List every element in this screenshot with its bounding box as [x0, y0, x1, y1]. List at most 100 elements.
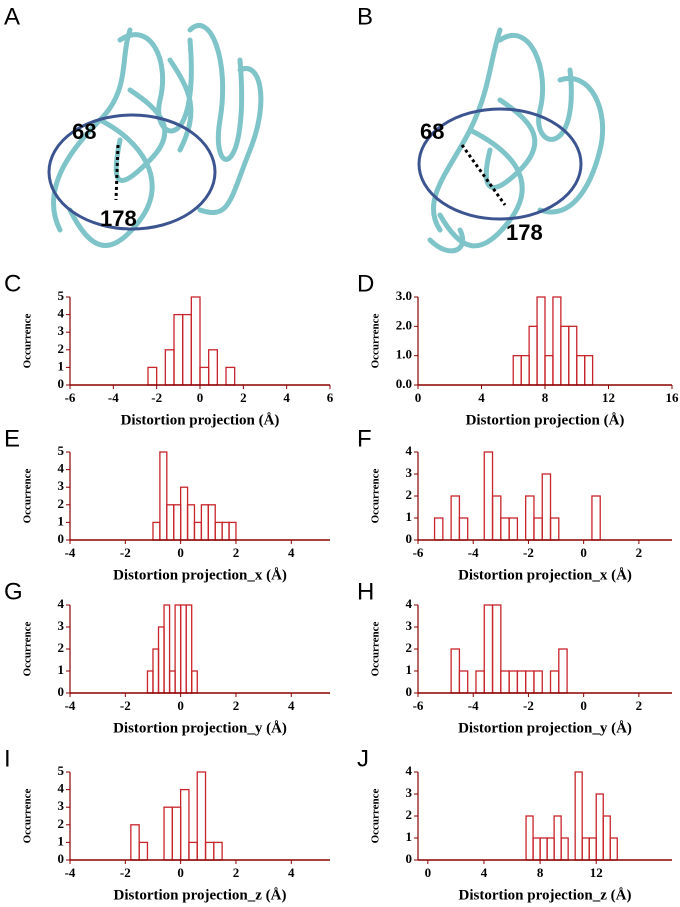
x-tick-label: 8 — [542, 390, 549, 405]
bar — [173, 313, 184, 386]
y-tick-label: 3 — [406, 785, 413, 800]
residue-label: 178 — [506, 220, 543, 245]
x-tick-label: 6 — [327, 390, 334, 405]
residue-label: 68 — [420, 119, 444, 144]
x-axis-label: Distortion projection_x (Å) — [113, 567, 287, 583]
bar — [595, 793, 604, 861]
bar — [500, 670, 510, 694]
x-axis-label: Distortion projection (Å) — [466, 412, 625, 428]
bar — [179, 604, 187, 694]
y-tick-label: 2 — [58, 341, 65, 356]
x-axis-label: Distortion projection_y (Å) — [113, 720, 287, 736]
y-tick-label: 3 — [58, 798, 65, 813]
panel-label: F — [357, 425, 372, 452]
x-tick-label: -4 — [468, 545, 479, 560]
y-tick-label: 1 — [58, 513, 65, 528]
x-tick-label: 0 — [580, 545, 587, 560]
y-tick-label: 4 — [58, 306, 65, 321]
bar — [536, 296, 546, 386]
residue-label: 68 — [72, 119, 96, 144]
y-tick-label: 1 — [406, 829, 413, 844]
bar — [533, 517, 543, 541]
x-tick-label: -4 — [65, 698, 76, 713]
y-tick-label: 1 — [58, 662, 65, 677]
bar — [553, 815, 562, 861]
y-tick-label: 4 — [58, 596, 65, 611]
bar — [576, 355, 586, 386]
x-tick-label: 0 — [177, 698, 184, 713]
y-tick-label: 4 — [406, 763, 413, 778]
x-tick-label: -6 — [413, 698, 424, 713]
y-tick-label: 3 — [58, 618, 65, 633]
y-tick-label: 2 — [58, 816, 65, 831]
bar — [491, 604, 502, 694]
bar — [182, 313, 192, 386]
x-tick-label: 4 — [478, 390, 485, 405]
bar — [552, 296, 562, 386]
y-tick-label: 2 — [406, 487, 413, 502]
bar — [191, 670, 198, 694]
bar — [609, 837, 618, 861]
bar — [147, 366, 158, 386]
x-tick-label: -6 — [65, 390, 76, 405]
x-tick-label: 12 — [590, 865, 603, 880]
x-tick-label: -4 — [108, 390, 119, 405]
x-tick-label: 12 — [602, 390, 615, 405]
y-tick-label: 0 — [58, 684, 65, 699]
y-tick-label: 4 — [406, 443, 413, 458]
y-axis-label: Occurrence — [370, 622, 382, 677]
bar — [163, 604, 171, 694]
x-tick-label: 2 — [636, 545, 643, 560]
x-tick-label: -4 — [468, 698, 479, 713]
bar — [225, 366, 236, 386]
bar — [602, 815, 611, 861]
bar — [450, 648, 461, 694]
x-tick-label: 16 — [666, 390, 680, 405]
y-tick-label: 4 — [58, 461, 65, 476]
bar — [186, 504, 196, 541]
bar — [173, 504, 182, 541]
y-tick-label: 2.0 — [396, 317, 412, 332]
x-tick-label: -2 — [523, 545, 534, 560]
y-tick-label: 1.0 — [396, 347, 412, 362]
panel-label: G — [4, 578, 23, 605]
bar — [525, 495, 535, 541]
y-tick-label: 2 — [58, 640, 65, 655]
bar — [483, 604, 494, 694]
x-tick-label: -4 — [65, 865, 76, 880]
x-tick-label: 0 — [197, 390, 204, 405]
x-tick-label: 2 — [240, 390, 247, 405]
x-axis-label: Distortion projection_z (Å) — [458, 887, 631, 903]
y-tick-label: 2 — [58, 496, 65, 511]
panel-label: B — [357, 3, 373, 30]
x-tick-label: 4 — [288, 545, 295, 560]
bar — [190, 296, 201, 386]
bar — [208, 349, 218, 386]
y-tick-label: 0 — [58, 851, 65, 866]
x-tick-label: 0 — [177, 865, 184, 880]
bar — [214, 521, 223, 541]
bar — [200, 504, 209, 541]
bar — [588, 837, 597, 861]
region-ellipse — [47, 113, 217, 231]
bar — [520, 355, 530, 386]
x-tick-label: -2 — [120, 545, 131, 560]
y-tick-label: 1 — [58, 833, 65, 848]
y-tick-label: 2 — [406, 807, 413, 822]
x-tick-label: -2 — [120, 698, 131, 713]
bar — [171, 806, 182, 861]
y-tick-label: 0 — [406, 684, 413, 699]
bar — [532, 837, 541, 861]
x-tick-label: 8 — [537, 865, 544, 880]
y-tick-label: 0 — [58, 376, 65, 391]
bar — [130, 824, 140, 861]
bar — [157, 626, 165, 694]
bar — [560, 325, 570, 386]
residue-label: 178 — [100, 206, 137, 231]
bar — [152, 648, 160, 694]
x-tick-label: 2 — [233, 545, 240, 560]
x-tick-label: -4 — [65, 545, 76, 560]
bar — [138, 841, 149, 861]
bar — [458, 670, 469, 694]
y-axis-label: Occurrence — [370, 789, 382, 844]
